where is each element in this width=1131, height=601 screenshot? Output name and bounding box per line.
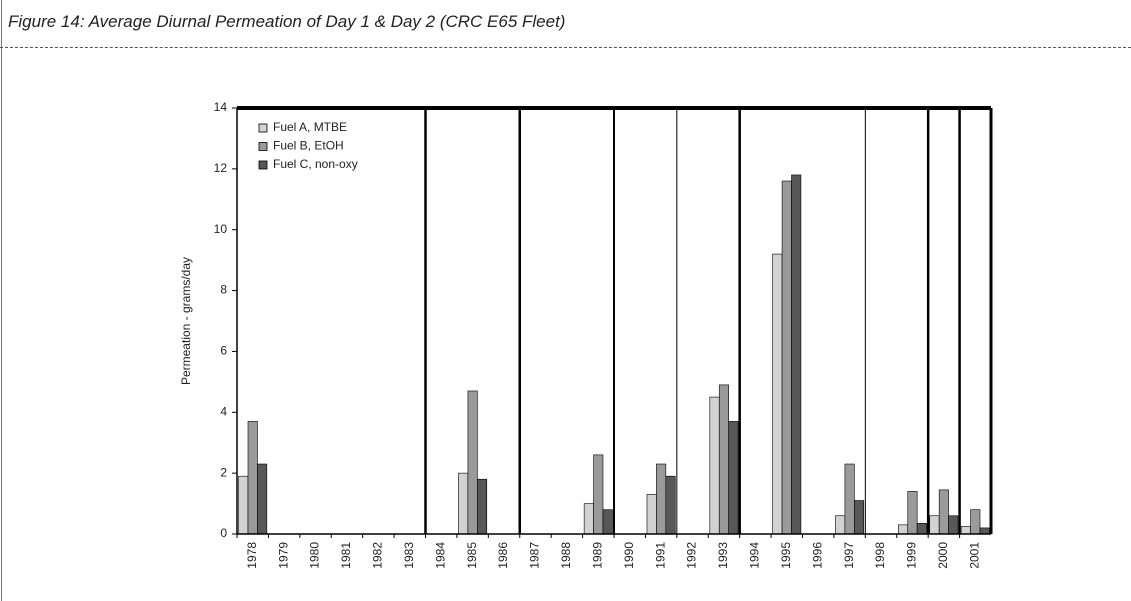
x-tick-label: 1988 <box>559 542 573 569</box>
x-tick-label: 1997 <box>842 542 856 569</box>
y-tick-label: 12 <box>214 161 228 175</box>
y-tick-label: 8 <box>220 283 227 297</box>
x-tick-label: 1987 <box>528 542 542 569</box>
x-tick-label: 1981 <box>339 542 353 569</box>
legend-swatch <box>258 160 268 170</box>
y-tick-label: 4 <box>220 404 227 418</box>
bar <box>929 515 940 535</box>
bar <box>791 174 802 535</box>
bar <box>835 515 846 535</box>
bar <box>854 500 865 535</box>
bar <box>844 463 855 535</box>
legend-label: Fuel B, EtOH <box>273 139 344 153</box>
bar <box>656 463 667 535</box>
bar <box>907 491 918 535</box>
bar <box>728 421 739 535</box>
x-tick-label: 1995 <box>779 542 793 569</box>
figure-title: Figure 14: Average Diurnal Permeation of… <box>8 12 566 31</box>
x-tick-label: 1978 <box>245 542 259 569</box>
x-tick-label: 1982 <box>371 542 385 569</box>
y-tick-label: 14 <box>214 100 228 114</box>
x-tick-label: 1996 <box>810 542 824 569</box>
y-tick-label: 6 <box>220 344 227 358</box>
x-tick-label: 1999 <box>905 542 919 569</box>
bar <box>970 509 981 535</box>
x-tick-label: 1980 <box>308 542 322 569</box>
x-tick-label: 2001 <box>967 542 981 569</box>
y-axis-label: Permeation - grams/day <box>179 257 193 385</box>
legend-swatch <box>258 142 268 151</box>
bar <box>477 478 488 535</box>
bar <box>646 494 657 535</box>
x-tick-label: 1983 <box>402 542 416 569</box>
bar <box>247 421 258 535</box>
bar <box>898 524 909 535</box>
header-rule <box>0 47 1131 48</box>
x-tick-label: 1985 <box>465 542 479 569</box>
x-tick-label: 1994 <box>748 542 762 569</box>
x-tick-label: 1998 <box>873 542 887 569</box>
x-tick-label: 1993 <box>716 542 730 569</box>
bar <box>948 515 959 535</box>
bar <box>709 396 720 535</box>
bar <box>458 472 469 535</box>
x-tick-label: 1979 <box>276 542 290 569</box>
x-tick-label: 2000 <box>936 542 950 569</box>
bar <box>781 180 792 535</box>
bar <box>960 526 971 535</box>
y-tick-label: 2 <box>220 465 227 479</box>
legend-label: Fuel A, MTBE <box>273 120 347 134</box>
y-tick-label: 10 <box>214 222 228 236</box>
x-tick-label: 1992 <box>685 542 699 569</box>
bar <box>467 390 478 535</box>
legend-label: Fuel C, non-oxy <box>273 157 358 171</box>
x-tick-label: 1990 <box>622 542 636 569</box>
x-tick-label: 1989 <box>590 542 604 569</box>
bar <box>583 503 594 535</box>
y-tick-label: 0 <box>220 526 227 540</box>
bar <box>938 489 949 535</box>
x-tick-label: 1991 <box>653 542 667 569</box>
frame-border <box>1 0 2 601</box>
bar <box>979 527 990 535</box>
legend-swatch <box>258 123 268 133</box>
bar <box>718 384 729 535</box>
bar <box>602 509 613 535</box>
bar <box>665 475 676 535</box>
bar <box>593 454 604 535</box>
bar <box>257 463 268 535</box>
bar <box>772 253 783 535</box>
x-tick-label: 1984 <box>433 542 447 569</box>
bar <box>238 475 249 535</box>
bar <box>916 523 927 535</box>
x-tick-label: 1986 <box>496 542 510 569</box>
